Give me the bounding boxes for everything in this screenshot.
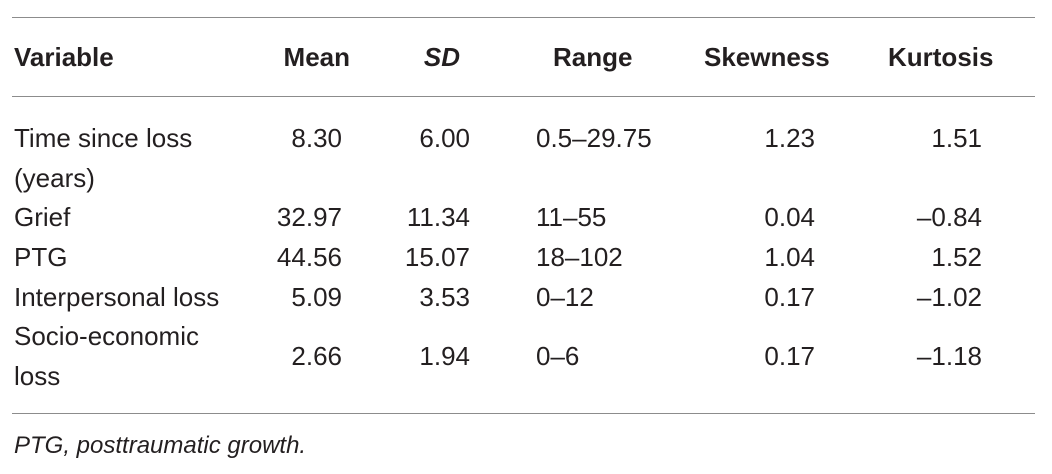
row-kurtosis: –1.18 <box>916 341 982 371</box>
header-skewness: Skewness <box>704 42 830 72</box>
row-mean: 32.97 <box>276 202 342 232</box>
row-kurtosis: 1.51 <box>931 123 982 153</box>
row-sd: 3.53 <box>419 282 470 312</box>
row-mean: 2.66 <box>291 341 342 371</box>
row-skewness: 1.04 <box>764 242 815 272</box>
row-mean: 5.09 <box>291 282 342 312</box>
row-variable: PTG <box>14 242 68 272</box>
row-range: 11–55 <box>536 202 607 232</box>
header-variable: Variable <box>14 42 114 72</box>
row-mean: 8.30 <box>291 123 342 153</box>
row-skewness: 0.17 <box>764 341 815 371</box>
row-skewness: 0.04 <box>764 202 815 232</box>
table-top-rule <box>12 17 1035 18</box>
row-skewness: 0.17 <box>764 282 815 312</box>
table-header-rule <box>12 96 1035 97</box>
row-sd: 15.07 <box>404 242 470 272</box>
row-variable: Grief <box>14 202 71 232</box>
header-mean: Mean <box>283 42 350 72</box>
row-range: 0.5–29.75 <box>536 123 652 153</box>
row-range: 18–102 <box>536 242 623 272</box>
row-kurtosis: 1.52 <box>931 242 982 272</box>
row-skewness: 1.23 <box>764 123 815 153</box>
row-variable-cont: (years) <box>14 163 95 193</box>
header-range: Range <box>553 42 633 72</box>
row-sd: 11.34 <box>406 202 470 232</box>
header-sd: SD <box>423 42 460 72</box>
row-sd: 6.00 <box>419 123 470 153</box>
table-bottom-rule <box>12 413 1035 414</box>
row-sd: 1.94 <box>419 341 470 371</box>
row-kurtosis: –0.84 <box>916 202 982 232</box>
row-mean: 44.56 <box>276 242 342 272</box>
row-kurtosis: –1.02 <box>916 282 982 312</box>
row-range: 0–12 <box>536 282 594 312</box>
row-variable-cont: loss <box>14 361 61 391</box>
row-variable: Socio-economic <box>14 321 199 351</box>
row-variable: Time since loss <box>14 123 193 153</box>
row-range: 0–6 <box>536 341 580 371</box>
table-footnote: PTG, posttraumatic growth. <box>14 432 307 459</box>
row-variable: Interpersonal loss <box>14 282 220 312</box>
header-kurtosis: Kurtosis <box>888 42 994 72</box>
